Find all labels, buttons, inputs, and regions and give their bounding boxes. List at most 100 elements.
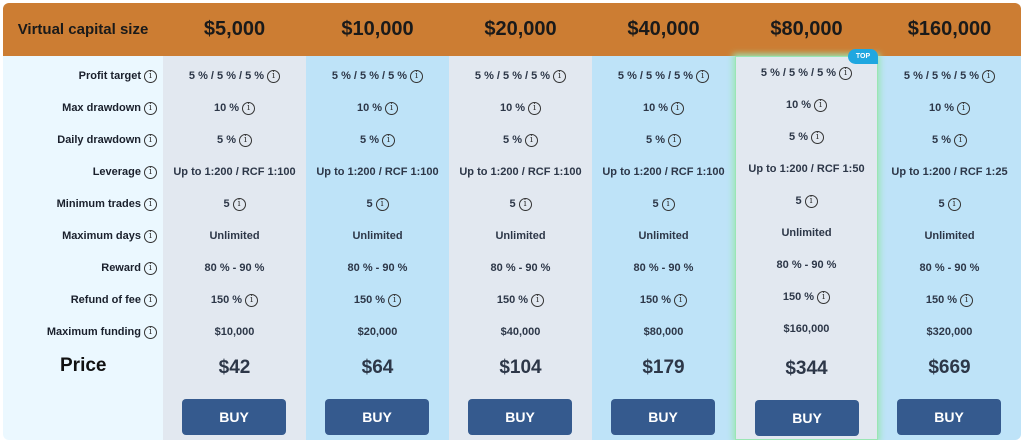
plan-column: TOP 5 % / 5 % / 5 % i 10 % i 5 % i Up to 1:200…	[735, 49, 878, 440]
buy-button[interactable]: BUY	[325, 399, 429, 435]
row-label: Leverage i	[3, 156, 163, 188]
header-label: Virtual capital size	[17, 21, 149, 38]
plan-cell: $40,000	[500, 326, 541, 338]
table-header: Virtual capital size $5,000 $10,000 $20,00…	[3, 3, 1021, 56]
info-icon[interactable]: i	[144, 261, 157, 275]
buy-button[interactable]: BUY	[755, 400, 859, 436]
info-icon[interactable]: i	[144, 197, 157, 211]
plan-cell: Up to 1:200 / RCF 1:100	[459, 166, 582, 178]
info-icon[interactable]: i	[144, 69, 157, 83]
info-icon[interactable]: i	[947, 197, 961, 211]
info-icon[interactable]: i	[553, 69, 567, 83]
info-icon[interactable]: i	[144, 325, 157, 339]
plan-cell: Up to 1:200 / RCF 1:100	[316, 166, 439, 178]
info-icon[interactable]: i	[839, 66, 853, 80]
plan-cell: 150 % i	[878, 284, 1021, 316]
plan-cell: Unlimited	[638, 230, 689, 242]
plan-cell: Unlimited	[924, 230, 975, 242]
info-icon[interactable]: i	[804, 194, 818, 208]
buy-button[interactable]: BUY	[182, 399, 286, 435]
plan-column: 5 % / 5 % / 5 % i 10 % i 5 % i Up to 1:200 / R…	[306, 56, 449, 440]
plan-cell: 5 % / 5 % / 5 % i	[163, 60, 306, 92]
info-icon[interactable]: i	[814, 98, 828, 112]
row-label: Max drawdown i	[3, 92, 163, 124]
buy-button[interactable]: BUY	[468, 399, 572, 435]
row-label: Maximum funding i	[3, 316, 163, 348]
info-icon[interactable]: i	[957, 101, 971, 115]
plan-cell: Up to 1:200 / RCF 1:25	[891, 166, 1008, 178]
row-label: Minimum trades i	[3, 188, 163, 220]
plan-cell: 5 % / 5 % / 5 % i	[449, 60, 592, 92]
info-icon[interactable]: i	[232, 197, 246, 211]
info-icon[interactable]: i	[524, 133, 538, 147]
info-icon[interactable]: i	[238, 133, 252, 147]
plan-cell: $320,000	[926, 326, 973, 338]
plan-price: $344	[785, 358, 828, 379]
info-icon[interactable]: i	[674, 293, 688, 307]
info-icon[interactable]: i	[242, 101, 256, 115]
plan-cell: 150 % i	[306, 284, 449, 316]
plan-cell: 10 % i	[163, 92, 306, 124]
info-icon[interactable]: i	[817, 290, 831, 304]
row-label: Maximum days i	[3, 220, 163, 252]
info-icon[interactable]: i	[661, 197, 675, 211]
plan-price: $669	[928, 357, 971, 378]
plan-column: 5 % / 5 % / 5 % i 10 % i 5 % i Up to 1:200 / R…	[878, 56, 1021, 440]
plan-cell: 150 % i	[449, 284, 592, 316]
info-icon[interactable]: i	[267, 69, 281, 83]
plan-cell: 150 % i	[163, 284, 306, 316]
info-icon[interactable]: i	[960, 293, 974, 307]
plan-column: 5 % / 5 % / 5 % i 10 % i 5 % i Up to 1:200 / R…	[163, 56, 306, 440]
pricing-table: Virtual capital size $5,000 $10,000 $20,00…	[3, 3, 1021, 440]
info-icon[interactable]: i	[410, 69, 424, 83]
plan-cell: 5 % / 5 % / 5 % i	[592, 60, 735, 92]
plan-column: 5 % / 5 % / 5 % i 10 % i 5 % i Up to 1:200 / R…	[592, 56, 735, 440]
plan-cell: 10 % i	[878, 92, 1021, 124]
info-icon[interactable]: i	[385, 101, 399, 115]
buy-button[interactable]: BUY	[897, 399, 1001, 435]
price-label: Price	[60, 355, 107, 376]
info-icon[interactable]: i	[667, 133, 681, 147]
info-icon[interactable]: i	[982, 69, 996, 83]
plan-cell: Up to 1:200 / RCF 1:100	[173, 166, 296, 178]
plan-cell: 80 % - 90 %	[204, 262, 265, 274]
info-icon[interactable]: i	[144, 101, 157, 115]
plan-cell: 5 % i	[592, 124, 735, 156]
row-label: Reward i	[3, 252, 163, 284]
info-icon[interactable]: i	[810, 130, 824, 144]
info-icon[interactable]: i	[531, 293, 545, 307]
info-icon[interactable]: i	[144, 133, 157, 147]
info-icon[interactable]: i	[518, 197, 532, 211]
plan-price: $179	[642, 357, 685, 378]
plan-cell: $10,000	[214, 326, 255, 338]
plan-cell: 5 % i	[878, 124, 1021, 156]
info-icon[interactable]: i	[696, 69, 710, 83]
info-icon[interactable]: i	[388, 293, 402, 307]
plan-cell: 10 % i	[449, 92, 592, 124]
info-icon[interactable]: i	[144, 293, 157, 307]
top-badge: TOP	[848, 49, 878, 64]
plan-cell: 150 % i	[592, 284, 735, 316]
plan-cell: Unlimited	[352, 230, 403, 242]
info-icon[interactable]: i	[144, 229, 157, 243]
info-icon[interactable]: i	[528, 101, 542, 115]
info-icon[interactable]: i	[144, 165, 157, 179]
info-icon[interactable]: i	[381, 133, 395, 147]
info-icon[interactable]: i	[245, 293, 259, 307]
plan-cell: Unlimited	[495, 230, 546, 242]
plan-cell: 5 % i	[449, 124, 592, 156]
info-icon[interactable]: i	[671, 101, 685, 115]
plan-cell: Up to 1:200 / RCF 1:50	[748, 163, 865, 175]
plan-cell: 5 % i	[306, 124, 449, 156]
buy-button[interactable]: BUY	[611, 399, 715, 435]
capital-size: $5,000	[203, 18, 266, 40]
plan-price: $104	[499, 357, 542, 378]
info-icon[interactable]: i	[953, 133, 967, 147]
info-icon[interactable]: i	[375, 197, 389, 211]
